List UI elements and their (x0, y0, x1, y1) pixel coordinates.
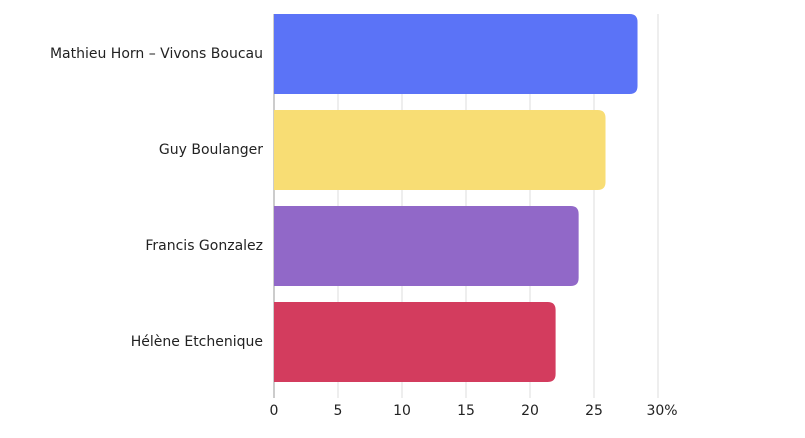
x-tick-label: 10 (393, 403, 411, 419)
x-tick-label: 25 (585, 403, 603, 419)
bar (274, 206, 579, 286)
bar (274, 110, 606, 190)
y-tick-label: Guy Boulanger (159, 142, 263, 158)
bar (274, 302, 556, 382)
x-tick-label: 0 (270, 403, 279, 419)
y-tick-label: Francis Gonzalez (145, 238, 263, 254)
y-tick-label: Mathieu Horn – Vivons Boucau (50, 46, 263, 62)
y-tick-label: Hélène Etchenique (131, 334, 263, 350)
x-tick-label: 20 (521, 403, 539, 419)
x-tick-label: 5 (334, 403, 343, 419)
bar (274, 14, 638, 94)
x-tick-label: 30% (646, 403, 677, 419)
x-tick-label: 15 (457, 403, 475, 419)
